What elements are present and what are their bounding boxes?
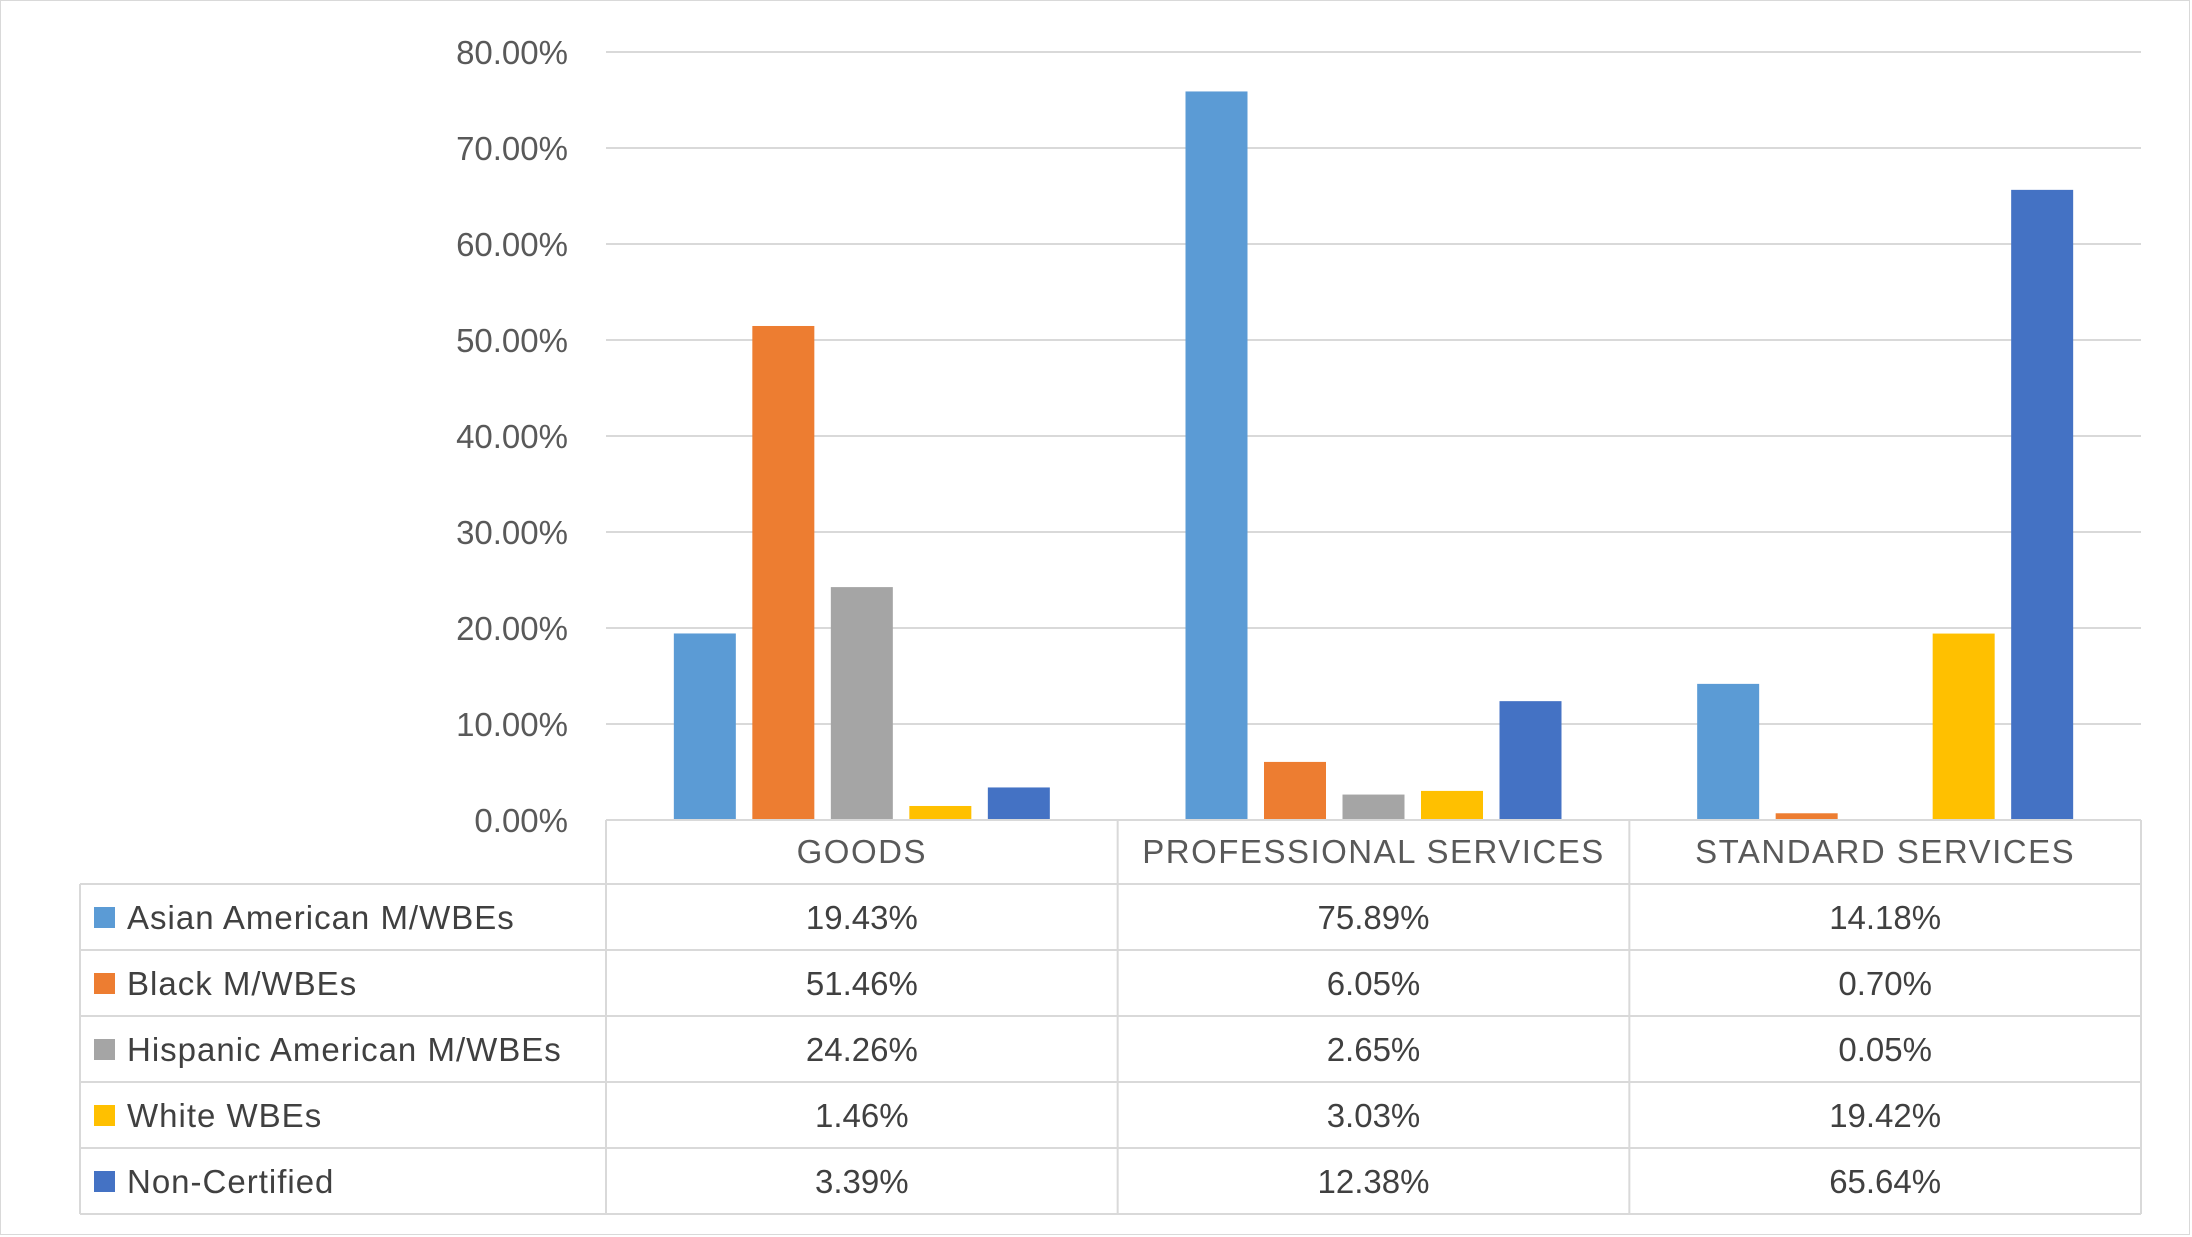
category-label: STANDARD SERVICES [1695, 833, 2075, 870]
data-label: 65.64% [1829, 1163, 1941, 1200]
bar [2011, 189, 2074, 820]
data-label: 1.46% [815, 1097, 909, 1134]
y-tick-label: 60.00% [456, 226, 568, 263]
legend-key [94, 1105, 115, 1126]
y-tick-label: 80.00% [456, 34, 568, 71]
legend-key [94, 907, 115, 928]
data-label: 2.65% [1327, 1031, 1421, 1068]
data-label: 14.18% [1829, 899, 1941, 936]
series-name: Asian American M/WBEs [127, 899, 515, 936]
bar [1932, 633, 1995, 820]
bar [909, 805, 972, 820]
data-label: 6.05% [1327, 965, 1421, 1002]
bar [752, 325, 815, 820]
series-name: Hispanic American M/WBEs [127, 1031, 562, 1068]
y-tick-label: 20.00% [456, 610, 568, 647]
bar [830, 587, 893, 820]
bar [1185, 91, 1248, 821]
category-label: PROFESSIONAL SERVICES [1142, 833, 1604, 870]
y-tick-label: 30.00% [456, 514, 568, 551]
bar [987, 787, 1050, 820]
legend-key [94, 1171, 115, 1192]
data-label: 0.05% [1838, 1031, 1932, 1068]
bar [1697, 683, 1760, 820]
bar [1421, 790, 1483, 820]
y-tick-label: 70.00% [456, 130, 568, 167]
data-table: GOODS PROFESSIONAL SERVICES STANDARD SERVI… [79, 819, 2142, 1215]
data-label: 24.26% [806, 1031, 918, 1068]
data-label: 3.39% [815, 1163, 909, 1200]
data-label: 3.03% [1327, 1097, 1421, 1134]
bar [1342, 794, 1405, 820]
legend-key [94, 1039, 115, 1060]
y-tick-label: 10.00% [456, 706, 568, 743]
bars [673, 91, 2074, 821]
data-label: 19.43% [806, 899, 918, 936]
data-label: 75.89% [1318, 899, 1430, 936]
series-name: Non-Certified [127, 1163, 334, 1200]
series-name: Black M/WBEs [127, 965, 357, 1002]
bar [1775, 813, 1838, 820]
y-axis-ticks: 0.00% 10.00% 20.00% 30.00% 40.00% 50.00% 60.00… [456, 34, 568, 839]
data-label: 51.46% [806, 965, 918, 1002]
bar [1499, 701, 1562, 820]
data-label: 12.38% [1318, 1163, 1430, 1200]
y-tick-label: 50.00% [456, 322, 568, 359]
data-label: 19.42% [1829, 1097, 1941, 1134]
series-name: White WBEs [127, 1097, 322, 1134]
legend-key [94, 973, 115, 994]
y-tick-label: 0.00% [474, 802, 568, 839]
bar [1264, 761, 1326, 820]
data-label: 0.70% [1838, 965, 1932, 1002]
category-label: GOODS [797, 833, 927, 870]
bar [673, 633, 736, 820]
y-tick-label: 40.00% [456, 418, 568, 455]
